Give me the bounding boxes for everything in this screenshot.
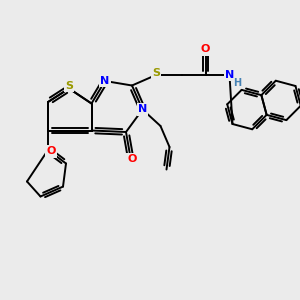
Text: O: O — [201, 44, 210, 55]
Text: O: O — [46, 146, 56, 157]
Text: S: S — [65, 81, 73, 91]
Text: N: N — [225, 70, 234, 80]
Text: O: O — [127, 154, 137, 164]
Text: S: S — [152, 68, 160, 79]
Text: N: N — [100, 76, 109, 86]
Text: N: N — [138, 104, 147, 115]
Text: H: H — [233, 77, 241, 88]
